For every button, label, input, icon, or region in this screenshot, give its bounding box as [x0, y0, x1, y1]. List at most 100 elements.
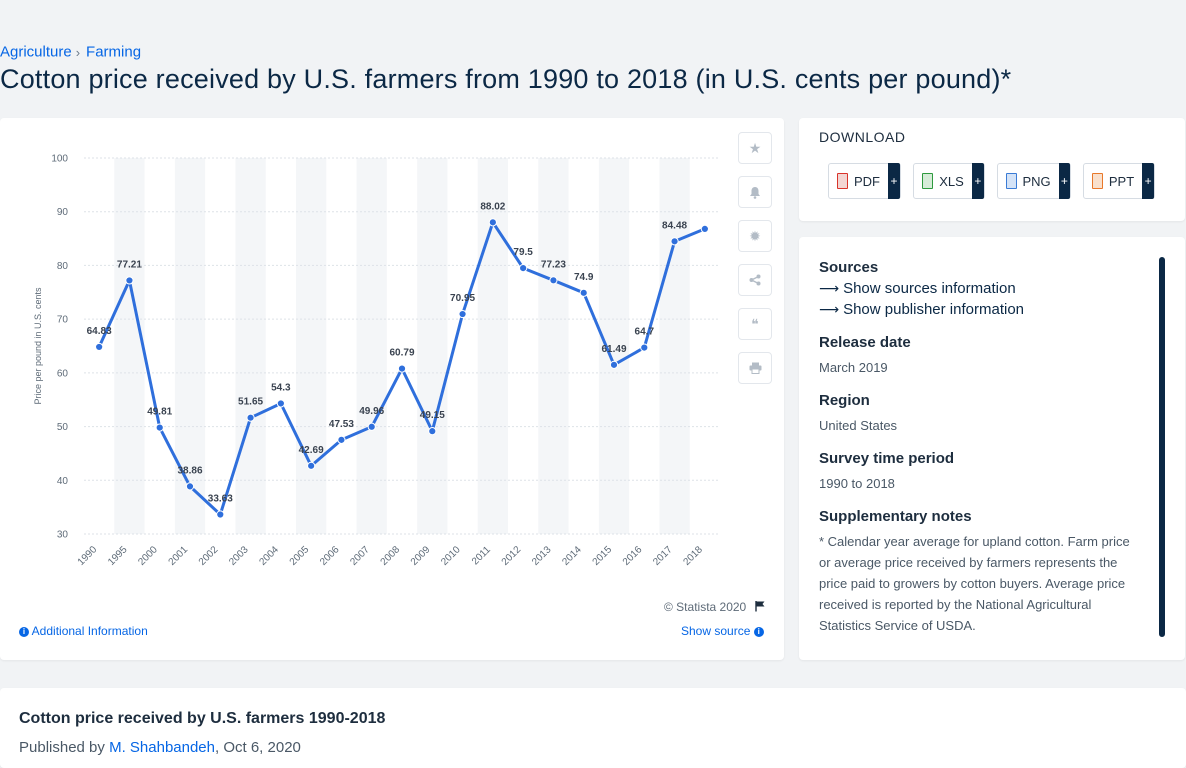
arrow-right-icon: ⟶: [819, 280, 840, 296]
show-publisher-label: Show publisher information: [843, 301, 1025, 318]
data-point: [125, 276, 134, 285]
show-sources-label: Show sources information: [843, 280, 1016, 297]
column-band: [417, 158, 448, 534]
data-point: [95, 342, 104, 352]
x-tick-label: 2010: [439, 544, 463, 568]
x-tick-label: 2013: [530, 544, 554, 568]
y-axis-label: Price per pound in U.S. cents: [33, 287, 43, 405]
data-label: 51.65: [238, 397, 263, 408]
column-band: [235, 158, 266, 534]
show-publisher-link[interactable]: ⟶ Show publisher information: [819, 301, 1139, 318]
data-point: [216, 510, 225, 519]
additional-information-label: Additional Information: [31, 624, 148, 638]
x-tick-label: 2004: [257, 544, 281, 568]
column-band: [659, 158, 690, 534]
data-point: [155, 423, 164, 432]
info-content: Sources ⟶ Show sources information ⟶ Show …: [819, 259, 1139, 636]
share-icon[interactable]: [738, 264, 772, 296]
data-label: 70.95: [450, 293, 475, 304]
info-icon: i: [19, 626, 29, 637]
release-date-value: March 2019: [819, 360, 888, 375]
show-source-link[interactable]: Show source i: [681, 624, 764, 638]
x-tick-label: 2015: [591, 544, 615, 568]
data-point: [185, 482, 195, 491]
x-tick-label: 2016: [621, 544, 645, 568]
x-tick-label: 2002: [197, 544, 221, 568]
x-tick-label: 2014: [560, 544, 584, 568]
y-tick-label: 30: [57, 530, 69, 541]
info-scrollbar[interactable]: [1159, 257, 1165, 637]
breadcrumb: Agriculture › Farming: [0, 43, 141, 61]
x-tick-label: 2000: [136, 544, 160, 568]
supplementary-notes-heading: Supplementary notes: [819, 508, 972, 525]
data-point: [488, 218, 497, 227]
x-tick-label: 2017: [651, 544, 675, 568]
data-label: 74.9: [574, 272, 594, 283]
quote-icon[interactable]: ❝: [738, 308, 772, 340]
y-tick-label: 70: [57, 315, 69, 326]
breadcrumb-farming[interactable]: Farming: [86, 43, 142, 61]
gear-icon[interactable]: ✹: [738, 220, 772, 252]
data-label: 49.15: [420, 410, 445, 421]
x-tick-label: 2011: [470, 544, 493, 567]
show-source-label: Show source: [681, 624, 751, 638]
column-band: [477, 158, 508, 534]
data-label: 79.5: [513, 247, 533, 258]
data-point: [367, 422, 376, 431]
data-label: 64.83: [87, 326, 112, 337]
plus-icon: +: [888, 163, 900, 199]
ppt-file-icon: [1092, 173, 1103, 189]
column-band: [598, 158, 630, 534]
data-point: [579, 288, 588, 297]
release-date-heading: Release date: [819, 334, 911, 351]
line-chart: 30 40 50 60 70 80 90 100 Price per pound in U.S.…: [33, 154, 720, 568]
download-png-button[interactable]: PNG +: [997, 163, 1071, 199]
data-label: 77.23: [541, 259, 566, 270]
data-label: 47.53: [329, 419, 354, 430]
x-tick-label: 2009: [409, 544, 433, 568]
star-icon[interactable]: ★: [738, 132, 772, 164]
data-point: [609, 360, 619, 369]
flag-icon[interactable]: [754, 600, 766, 612]
region-value: United States: [819, 418, 898, 433]
data-label: 49.81: [147, 407, 172, 418]
download-png-label: PNG: [1022, 173, 1051, 189]
arrow-right-icon: ⟶: [819, 301, 840, 317]
supplementary-notes-value: * Calendar year average for upland cotto…: [819, 534, 1130, 633]
show-sources-link[interactable]: ⟶ Show sources information: [819, 280, 1139, 297]
sources-heading: Sources: [819, 259, 879, 276]
x-tick-label: 2005: [288, 544, 312, 568]
data-label: 42.69: [299, 445, 324, 456]
y-tick-label: 80: [57, 261, 69, 272]
data-label: 60.79: [389, 348, 414, 359]
download-heading: DOWNLOAD: [819, 129, 906, 145]
data-point: [428, 427, 437, 436]
additional-information-link[interactable]: i Additional Information: [19, 624, 148, 638]
data-point: [519, 264, 528, 273]
data-label: 88.02: [480, 201, 505, 212]
download-card: DOWNLOAD PDF + XLS + PNG + PPT +: [799, 118, 1185, 221]
column-band: [538, 158, 569, 534]
data-label: 54.3: [271, 382, 291, 393]
x-tick-label: 2003: [227, 544, 251, 568]
publish-date: , Oct 6, 2020: [215, 739, 301, 756]
download-pdf-label: PDF: [854, 173, 880, 189]
x-tick-label: 2008: [379, 544, 403, 568]
breadcrumb-agriculture[interactable]: Agriculture: [0, 43, 72, 61]
download-pdf-button[interactable]: PDF +: [828, 163, 901, 199]
download-xls-label: XLS: [939, 173, 964, 189]
x-tick-label: 2001: [167, 544, 191, 568]
author-link[interactable]: M. Shahbandeh: [109, 739, 215, 756]
pdf-file-icon: [837, 173, 848, 189]
data-point: [549, 276, 558, 285]
data-point: [458, 309, 467, 319]
download-ppt-button[interactable]: PPT +: [1083, 163, 1155, 199]
bell-icon[interactable]: [738, 176, 772, 208]
data-label: 84.48: [662, 220, 687, 231]
breadcrumb-separator: ›: [75, 44, 81, 60]
data-label: 49.96: [359, 406, 384, 417]
download-xls-button[interactable]: XLS +: [913, 163, 985, 199]
print-icon[interactable]: [738, 352, 772, 384]
download-ppt-label: PPT: [1108, 173, 1135, 189]
statistic-title: Cotton price received by U.S. farmers 19…: [19, 710, 386, 727]
